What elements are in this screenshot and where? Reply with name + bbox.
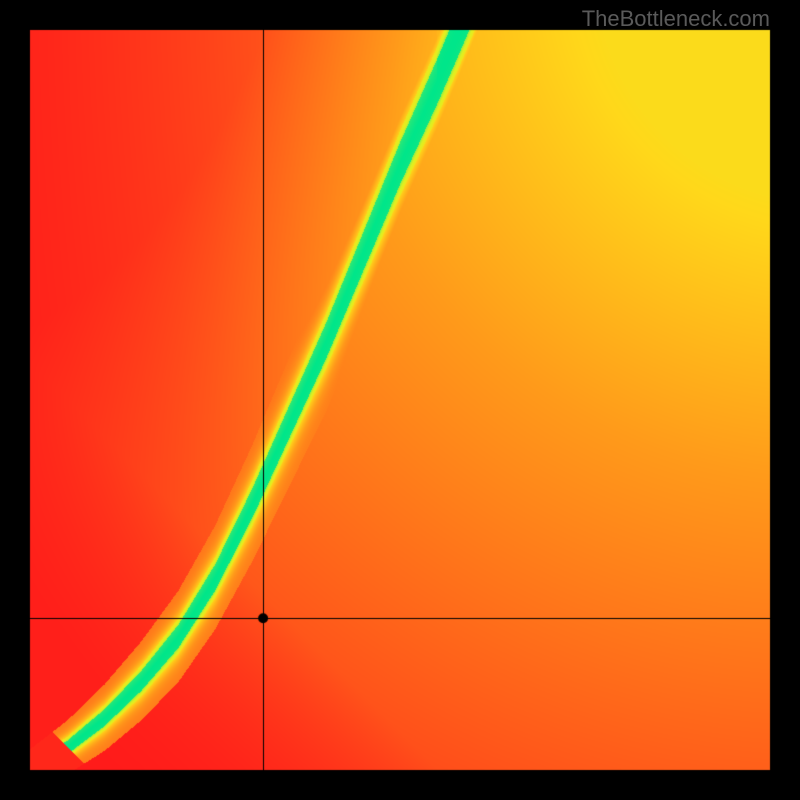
chart-container: TheBottleneck.com: [0, 0, 800, 800]
heatmap-canvas: [0, 0, 800, 800]
watermark-text: TheBottleneck.com: [582, 6, 770, 32]
